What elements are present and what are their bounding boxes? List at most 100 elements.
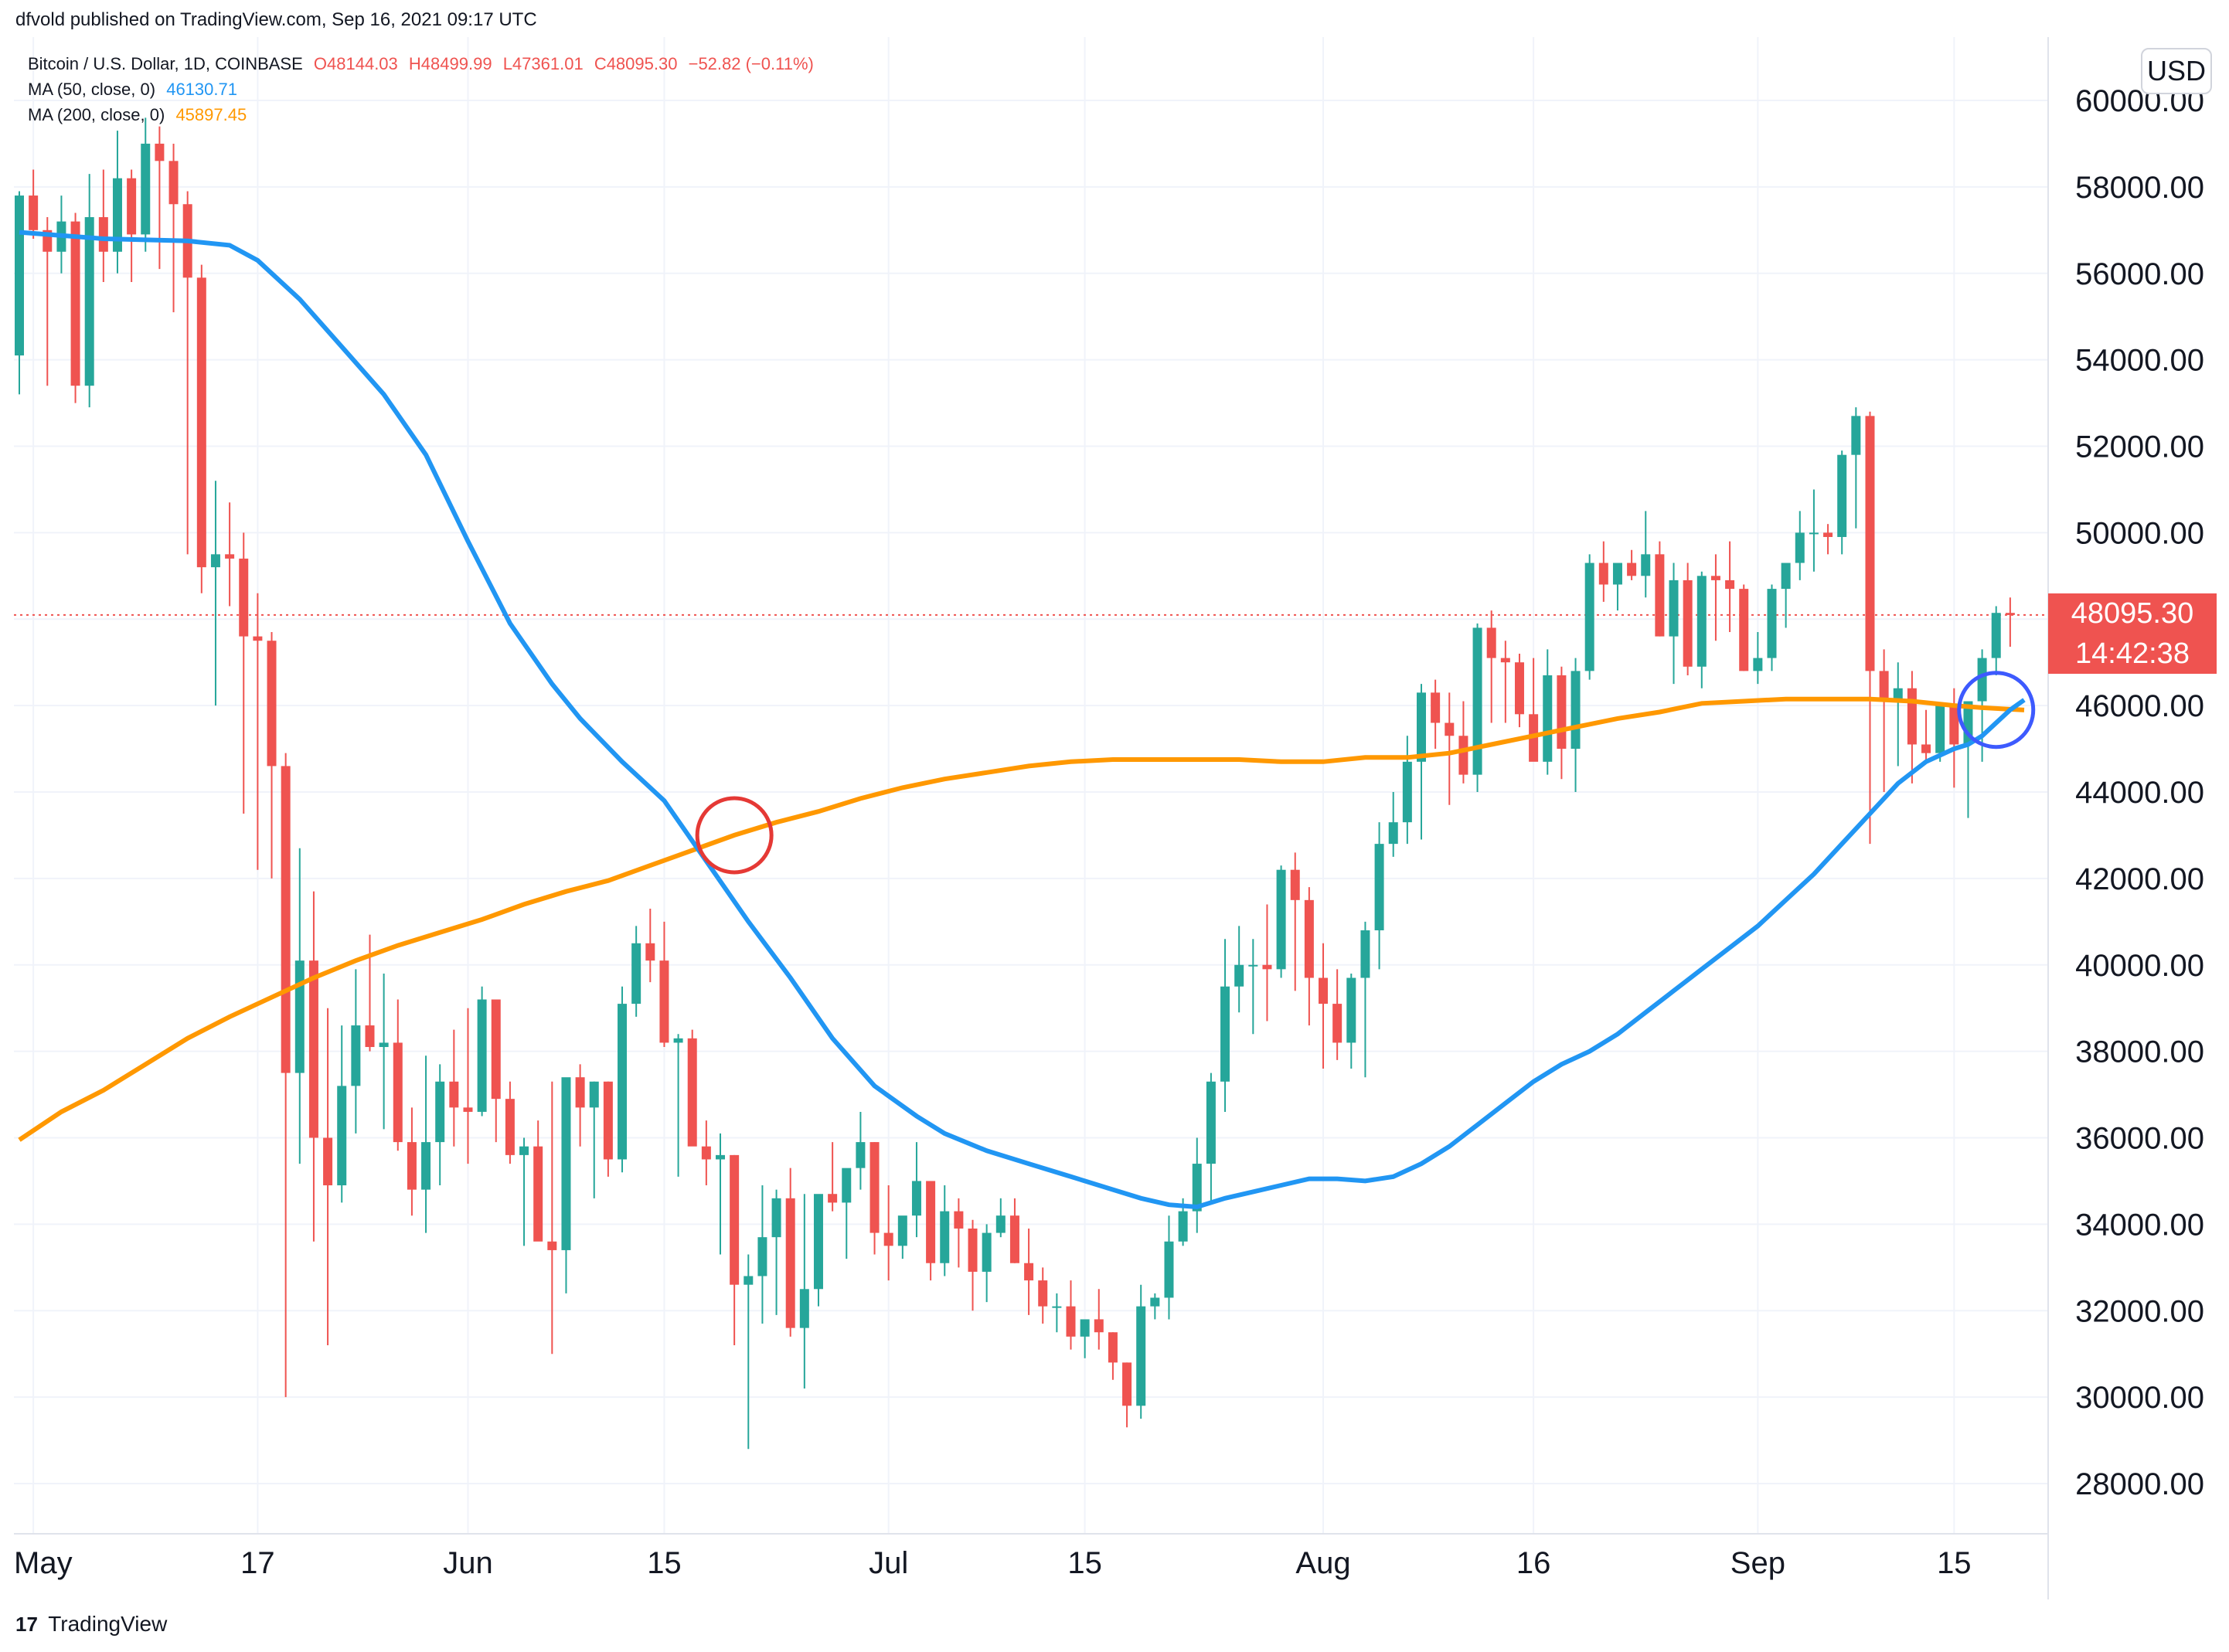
candle-down <box>687 1038 697 1147</box>
candle-down <box>828 1194 838 1203</box>
candle-down <box>505 1099 515 1155</box>
candle-up <box>1052 1306 1062 1308</box>
grid <box>14 37 2048 1534</box>
candle-down <box>1290 869 1300 900</box>
candle-down <box>1009 1215 1019 1263</box>
candle-up <box>1753 658 1763 671</box>
candle-up <box>294 960 305 1073</box>
candle-down <box>1683 580 1693 667</box>
candle-up <box>631 943 641 1004</box>
candle-down <box>968 1228 978 1272</box>
candle-up <box>337 1086 347 1186</box>
close-value: C48095.30 <box>594 54 678 73</box>
candle-down <box>1725 580 1735 590</box>
candle-down <box>1949 705 1959 745</box>
candle-up <box>1206 1081 1216 1164</box>
candle-up <box>1417 692 1426 762</box>
candle-up <box>1402 761 1412 823</box>
candle-down <box>1066 1306 1076 1337</box>
symbol-legend: Bitcoin / U.S. Dollar, 1D, COINBASE O481… <box>28 54 820 74</box>
candle-up <box>1767 589 1777 658</box>
tradingview-footer[interactable]: 17 TradingView <box>15 1612 167 1637</box>
candle-down <box>954 1211 964 1229</box>
candle-up <box>744 1276 754 1285</box>
price-axis[interactable]: 60000.0058000.0056000.0054000.0052000.00… <box>2075 84 2204 1501</box>
crossover-circle <box>1957 671 2036 750</box>
candle-up <box>940 1211 950 1263</box>
change-value: −52.82 (−0.11%) <box>688 54 814 73</box>
candle-up <box>813 1194 823 1290</box>
time-axis[interactable]: May 17 Jun 15 Jul 15 Aug 16 Sep 15 <box>14 1546 1972 1580</box>
candle-up <box>379 1042 389 1048</box>
candle-up <box>1571 671 1581 750</box>
candle-down <box>1262 964 1272 970</box>
price-tick-label: 52000.00 <box>2075 430 2204 464</box>
candle-up <box>1809 532 1819 535</box>
candle-down <box>491 999 501 1100</box>
candle-down <box>407 1142 417 1190</box>
candle-up <box>1178 1211 1188 1242</box>
candle-down <box>1921 744 1931 753</box>
last-price-label: 48095.30 14:42:38 <box>2048 593 2217 674</box>
ma200-legend[interactable]: MA (200, close, 0) 45897.45 <box>28 105 253 125</box>
candle-down <box>645 943 655 961</box>
candle-up <box>1248 964 1258 967</box>
price-tick-label: 38000.00 <box>2075 1035 2204 1069</box>
candle-up <box>589 1081 599 1108</box>
candle-up <box>435 1081 445 1143</box>
price-tick-label: 42000.00 <box>2075 862 2204 896</box>
ma50-label: MA (50, close, 0) <box>28 80 156 99</box>
candle-down <box>1557 675 1567 750</box>
candle-up <box>1851 416 1861 455</box>
candle-down <box>533 1146 543 1242</box>
candle-down <box>70 221 80 386</box>
candle-up <box>1220 986 1230 1082</box>
candle-up <box>1935 705 1945 753</box>
candle-up <box>1696 576 1707 667</box>
candle-up <box>1276 869 1286 970</box>
ma50-legend[interactable]: MA (50, close, 0) 46130.71 <box>28 80 243 100</box>
candle-up <box>477 999 487 1112</box>
candle-up <box>1192 1164 1202 1212</box>
candle-down <box>1024 1263 1034 1281</box>
candle-up <box>561 1077 571 1250</box>
candle-up <box>1388 822 1398 845</box>
candle-up <box>1234 964 1244 987</box>
candle-up <box>799 1289 809 1328</box>
annotations <box>695 671 2036 875</box>
symbol-name[interactable]: Bitcoin / U.S. Dollar, 1D, COINBASE <box>28 54 303 73</box>
candle-down <box>1627 563 1637 576</box>
candle-up <box>84 217 94 386</box>
low-value: L47361.01 <box>502 54 584 73</box>
bar-countdown: 14:42:38 <box>2075 637 2190 670</box>
candle-down <box>1038 1280 1048 1307</box>
candle-down <box>155 143 165 161</box>
candle-up <box>982 1232 992 1272</box>
candle-down <box>29 195 39 230</box>
time-tick-label: 15 <box>1937 1546 1972 1580</box>
candle-down <box>926 1181 936 1263</box>
candle-down <box>1739 589 1749 671</box>
candle-up <box>1837 454 1847 537</box>
candle-up <box>1893 688 1903 702</box>
price-tick-label: 28000.00 <box>2075 1467 2204 1501</box>
price-tick-label: 58000.00 <box>2075 171 2204 205</box>
ma200-line <box>18 696 2025 1142</box>
candle-down <box>1304 899 1314 978</box>
currency-button[interactable]: USD <box>2141 48 2212 94</box>
candle-down <box>127 178 137 235</box>
candle-down <box>1865 416 1875 671</box>
candle-up <box>842 1168 852 1203</box>
candle-up <box>1543 675 1553 762</box>
candle-down <box>393 1042 403 1143</box>
candle-up <box>141 143 151 235</box>
candle-down <box>1445 722 1455 736</box>
ma50-line <box>19 229 2026 1210</box>
candle-up <box>618 1004 628 1160</box>
time-tick-label: Jun <box>443 1546 493 1580</box>
time-tick-label: 15 <box>647 1546 682 1580</box>
candle-up <box>1150 1297 1160 1307</box>
candle-up <box>1669 580 1679 637</box>
crossover-circle <box>695 796 774 875</box>
